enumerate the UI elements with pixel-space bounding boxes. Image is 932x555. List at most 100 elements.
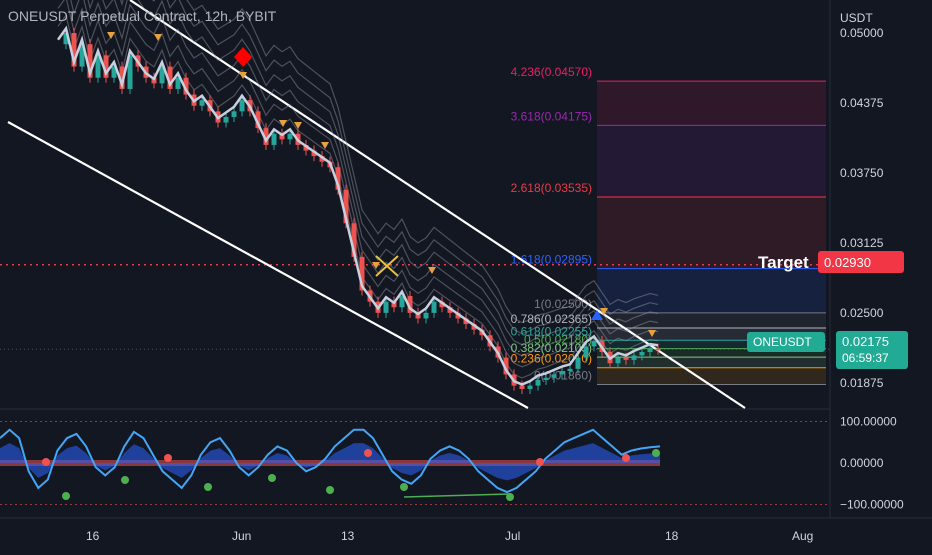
osc-line (0, 428, 661, 494)
candle-body (343, 189, 349, 224)
time-tick-label: Jun (232, 529, 251, 543)
candle-body (71, 32, 77, 67)
price-tick-label: 0.03125 (840, 236, 884, 250)
osc-red-dot (164, 454, 172, 462)
osc-red-dot (536, 458, 544, 466)
fib-band (597, 312, 826, 328)
osc-tick-label: −100.00000 (840, 498, 904, 512)
candle-body (503, 357, 509, 375)
osc-red-dot (622, 454, 630, 462)
candle-body (647, 348, 653, 353)
symbol-label: ONEUSDT (753, 335, 812, 349)
candle-body (623, 357, 629, 360)
osc-area (0, 443, 660, 481)
ribbon-line (186, 0, 659, 324)
candle-body (631, 355, 637, 360)
price-tick-label: 0.02500 (840, 306, 884, 320)
candle-body (535, 380, 541, 386)
sell-signal-marker (234, 47, 252, 67)
ribbon-line (57, 13, 659, 379)
time-tick-label: 13 (341, 529, 355, 543)
candle-body (119, 66, 125, 89)
candle-body (455, 312, 461, 319)
time-tick-label: Aug (792, 529, 813, 543)
osc-green-dot (652, 449, 660, 457)
orange-triangle-marker (279, 120, 287, 127)
fib-level-label: 2.618(0.03535) (511, 181, 592, 195)
price-tick-label: 0.04375 (840, 96, 884, 110)
orange-triangle-marker (294, 122, 302, 129)
time-tick-label: Jul (505, 529, 520, 543)
orange-triangle-marker (321, 142, 329, 149)
target-label: Target (758, 253, 809, 272)
fib-level-label: 1(0.02500) (534, 297, 592, 311)
ribbon-line (87, 0, 659, 346)
cross-marker (375, 255, 399, 277)
candle-body (575, 357, 581, 369)
candle-body (175, 77, 181, 89)
ribbon-line (119, 0, 659, 335)
candle-body (431, 301, 437, 313)
candle-body (551, 374, 557, 378)
channel-upper-line (129, 0, 746, 409)
orange-triangle-marker (107, 32, 115, 39)
candle-body (63, 32, 69, 45)
candle-body (279, 133, 285, 140)
osc-green-dot (400, 483, 408, 491)
candle-body (111, 66, 117, 78)
target-price-badge: 0.02930 (818, 251, 904, 273)
fib-band (597, 268, 826, 313)
fib-band (597, 196, 826, 269)
candle-body (95, 55, 101, 78)
fib-level-label: 0.382(0.02105) (511, 341, 592, 355)
channel-lower-line (7, 121, 529, 409)
candle-body (271, 133, 277, 145)
fib-band (597, 125, 826, 197)
ribbon-line (70, 0, 659, 357)
last-price-badge: 0.02175 06:59:37 (836, 331, 908, 369)
time-tick-label: 16 (86, 529, 100, 543)
osc-green-dot (506, 493, 514, 501)
candle-body (591, 340, 597, 347)
osc-green-dot (204, 483, 212, 491)
fib-band (597, 367, 826, 385)
symbol-badge: ONEUSDT (747, 332, 825, 352)
candle-body (79, 44, 85, 67)
osc-green-dot (326, 486, 334, 494)
fib-level-label: 3.618(0.04175) (511, 109, 592, 123)
osc-green-dot (268, 474, 276, 482)
candle-body (407, 296, 413, 313)
fib-band (597, 81, 826, 126)
fib-level-label: 4.236(0.04570) (511, 65, 592, 79)
osc-divergence-line (403, 493, 511, 498)
osc-tick-label: 0.00000 (840, 456, 884, 470)
osc-red-dot (42, 458, 50, 466)
candle-body (399, 296, 405, 308)
candle-body (519, 385, 525, 389)
fib-level-label: 1.618(0.02895) (511, 253, 592, 267)
orange-triangle-marker (239, 72, 247, 79)
candle-body (471, 324, 477, 330)
candle-body (103, 55, 109, 78)
osc-green-dot (121, 476, 129, 484)
candle-body (183, 77, 189, 95)
ema-line (56, 25, 659, 386)
orange-triangle-marker (154, 34, 162, 41)
osc-red-dot (364, 449, 372, 457)
price-tick-label: 0.05000 (840, 26, 884, 40)
candle-body (439, 301, 445, 308)
candle-body (655, 348, 661, 351)
candle-body (567, 368, 573, 372)
candle-body (239, 100, 245, 112)
candle-body (127, 55, 133, 89)
candle-body (391, 301, 397, 308)
candle-body (303, 144, 309, 151)
candle-body (639, 352, 645, 356)
candle-body (543, 377, 549, 381)
candle-body (199, 100, 205, 106)
time-tick-label: 18 (665, 529, 679, 543)
orange-triangle-marker (648, 330, 656, 337)
candle-body (583, 346, 589, 358)
